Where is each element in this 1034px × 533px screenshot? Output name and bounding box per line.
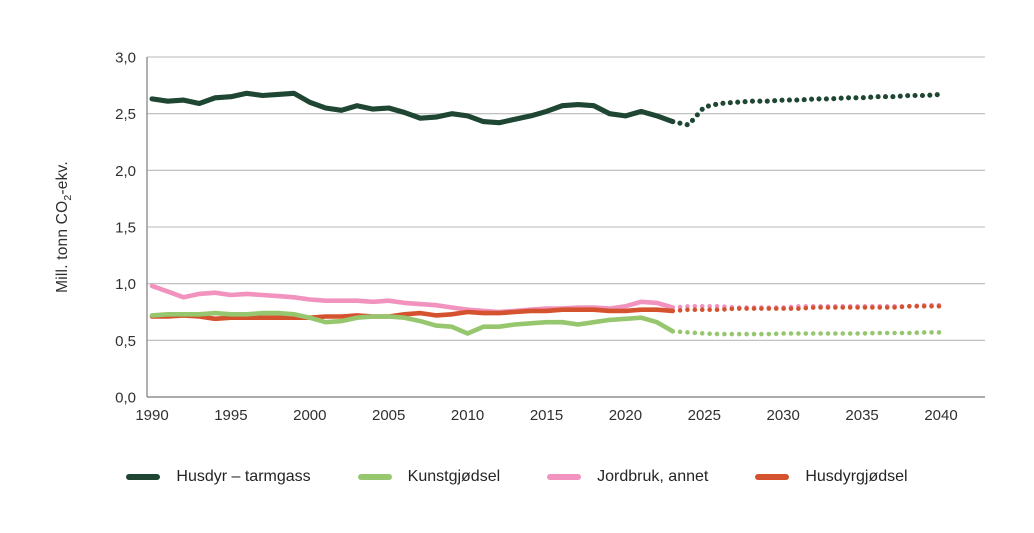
legend-swatch-icon [755, 474, 790, 480]
y-tick-2,5: 2,5 [115, 106, 136, 123]
x-tick-2020: 2020 [609, 407, 642, 424]
legend-swatch-icon [547, 474, 582, 480]
x-tick-1995: 1995 [214, 407, 247, 424]
y-tick-0,0: 0,0 [115, 390, 136, 407]
series-line-projection-2 [670, 328, 944, 337]
x-tick-2025: 2025 [688, 407, 721, 424]
legend-swatch-icon [126, 474, 161, 480]
legend-item-1: Husdyr – tarmgass [126, 468, 311, 486]
legend-label: Jordbruk, annet [597, 468, 709, 485]
series-line-projection-1 [670, 91, 944, 128]
legend-item-2: Kunstgjødsel [357, 468, 501, 486]
chart-legend: Husdyr – tarmgass Kunstgjødsel Jordbruk, a… [0, 468, 1034, 486]
legend-label: Husdyrgjødsel [805, 468, 908, 485]
legend-label: Husdyr – tarmgass [176, 468, 311, 485]
x-tick-2015: 2015 [530, 407, 563, 424]
x-tick-2010: 2010 [451, 407, 484, 424]
y-tick-3,0: 3,0 [115, 50, 136, 67]
y-tick-0,5: 0,5 [115, 333, 136, 350]
y-tick-1,0: 1,0 [115, 276, 136, 293]
x-tick-1990: 1990 [135, 407, 168, 424]
legend-swatch-icon [357, 474, 392, 480]
series-line-historical-4 [149, 307, 676, 322]
x-tick-2005: 2005 [372, 407, 405, 424]
y-tick-1,5: 1,5 [115, 220, 136, 237]
x-tick-2030: 2030 [767, 407, 800, 424]
series-line-projection-4 [670, 303, 944, 314]
x-tick-2000: 2000 [293, 407, 326, 424]
legend-label: Kunstgjødsel [407, 468, 501, 485]
series-line-historical-1 [149, 90, 676, 126]
x-tick-2035: 2035 [845, 407, 878, 424]
x-tick-2040: 2040 [924, 407, 957, 424]
legend-item-4: Husdyrgjødsel [755, 468, 908, 486]
y-tick-2,0: 2,0 [115, 163, 136, 180]
legend-item-3: Jordbruk, annet [547, 468, 708, 486]
series-line-historical-2 [149, 310, 676, 336]
